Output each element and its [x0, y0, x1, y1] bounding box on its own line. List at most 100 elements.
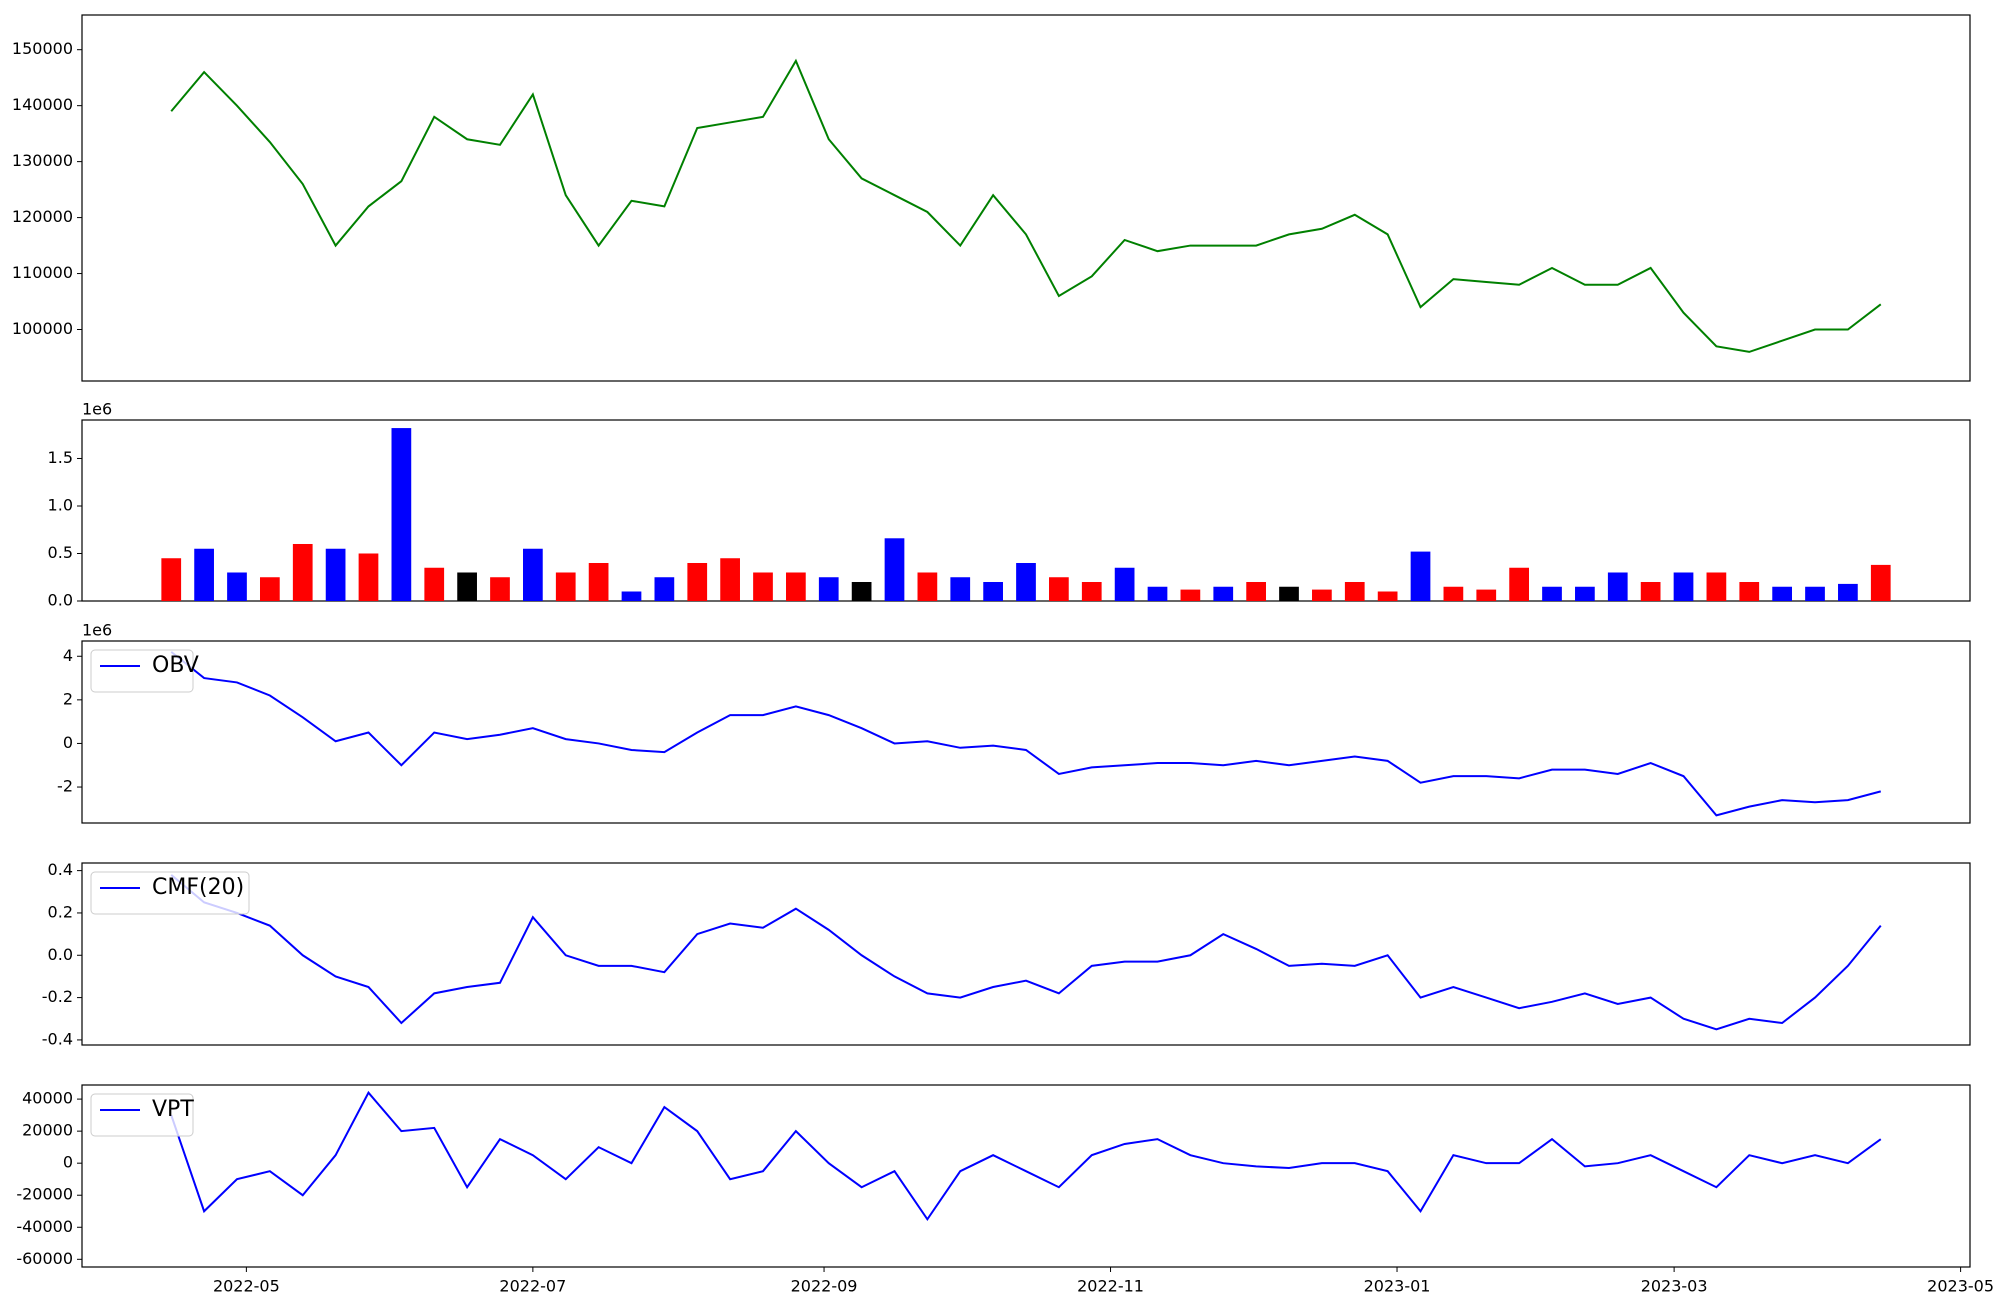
- plot-frame: [81, 640, 1971, 824]
- bar: [1279, 586, 1299, 601]
- bar: [391, 428, 412, 601]
- bar: [1213, 586, 1234, 601]
- bar: [753, 572, 773, 601]
- y-tick-label: 0.0: [48, 591, 73, 610]
- bar: [457, 572, 477, 601]
- bar: [1180, 589, 1201, 601]
- bar: [1607, 572, 1628, 601]
- y-tick-label: 1.0: [48, 495, 73, 514]
- y-tick-label: -60000: [16, 1249, 73, 1268]
- bar: [1246, 581, 1266, 601]
- bar: [818, 577, 839, 601]
- bar: [950, 577, 971, 601]
- y-tick-label: -2: [57, 777, 73, 796]
- bar: [1049, 577, 1069, 601]
- bar: [588, 562, 609, 601]
- bar: [1377, 591, 1398, 601]
- legend-box: [90, 871, 250, 915]
- series-line: [170, 651, 1882, 817]
- y-tick-label: 2: [63, 689, 73, 708]
- bar: [259, 577, 280, 601]
- bar: [490, 577, 510, 601]
- y-tick-label: 110000: [12, 263, 73, 282]
- plot-frame: [81, 1084, 1971, 1268]
- plot-frame: [81, 862, 1971, 1046]
- bar: [851, 581, 872, 601]
- y-tick-label: -20000: [16, 1185, 73, 1204]
- bar: [1640, 581, 1661, 601]
- x-tick-label: 2023-01: [1364, 1277, 1431, 1296]
- y-tick-label: 120000: [12, 207, 73, 226]
- x-tick-label: 2023-03: [1641, 1277, 1708, 1296]
- y-tick-label: 0.2: [48, 902, 73, 921]
- bar: [1838, 583, 1858, 601]
- bar: [1081, 581, 1102, 601]
- x-tick-label: 2022-07: [499, 1277, 566, 1296]
- offset-label: 1e6: [82, 621, 112, 640]
- bar: [1542, 586, 1562, 601]
- series-line: [170, 58, 1882, 353]
- bar: [1870, 564, 1891, 601]
- bar: [983, 581, 1003, 601]
- bar: [654, 577, 675, 601]
- series-line: [170, 1090, 1882, 1222]
- bar: [1443, 586, 1464, 601]
- y-tick-label: 150000: [12, 39, 73, 58]
- y-tick-label: 0.4: [48, 860, 73, 879]
- bar: [227, 572, 247, 601]
- x-tick-label: 2023-05: [1927, 1277, 1994, 1296]
- bar: [1739, 581, 1760, 601]
- y-tick-label: 4: [63, 646, 73, 665]
- bar: [358, 553, 379, 601]
- y-tick-label: -0.4: [42, 1029, 73, 1048]
- legend-box: [90, 649, 194, 693]
- bar: [1805, 586, 1825, 601]
- x-tick-label: 2022-11: [1077, 1277, 1144, 1296]
- y-tick-label: -40000: [16, 1217, 73, 1236]
- bar: [325, 548, 346, 601]
- offset-label: 1e6: [82, 400, 112, 419]
- legend-label: CMF(20): [152, 875, 244, 900]
- bar: [1410, 551, 1431, 601]
- bar: [1509, 567, 1529, 601]
- bar: [1016, 562, 1036, 601]
- bar: [720, 558, 740, 601]
- bar: [1706, 572, 1727, 601]
- bar: [1147, 586, 1168, 601]
- bar: [1312, 589, 1332, 601]
- legend-label: VPT: [152, 1097, 194, 1122]
- bar: [917, 572, 938, 601]
- y-tick-label: 0: [63, 1153, 73, 1172]
- bar: [1575, 586, 1595, 601]
- bar: [884, 538, 905, 601]
- bar: [523, 548, 543, 601]
- bar: [161, 558, 182, 601]
- y-tick-label: -0.2: [42, 987, 73, 1006]
- bar: [424, 567, 445, 601]
- bar: [555, 572, 576, 601]
- x-tick-label: 2022-05: [213, 1277, 280, 1296]
- bar: [687, 562, 708, 601]
- legend-box: [90, 1093, 194, 1137]
- bar: [1772, 586, 1793, 601]
- bar: [621, 591, 642, 601]
- y-tick-label: 0.5: [48, 543, 73, 562]
- y-tick-label: 140000: [12, 95, 73, 114]
- plot-frame: [81, 14, 1971, 382]
- legend-label: OBV: [152, 653, 199, 678]
- y-tick-label: 1.5: [48, 448, 73, 467]
- y-tick-label: 20000: [22, 1121, 73, 1140]
- series-line: [170, 874, 1882, 1031]
- bar: [1476, 589, 1497, 601]
- bar: [786, 572, 806, 601]
- y-tick-label: 0: [63, 733, 73, 752]
- y-tick-label: 40000: [22, 1089, 73, 1108]
- y-tick-label: 130000: [12, 151, 73, 170]
- bar: [1344, 581, 1365, 601]
- y-tick-label: 100000: [12, 319, 73, 338]
- x-tick-label: 2022-09: [791, 1277, 858, 1296]
- bar: [1114, 567, 1135, 601]
- bar: [292, 543, 313, 601]
- bar: [1673, 572, 1694, 601]
